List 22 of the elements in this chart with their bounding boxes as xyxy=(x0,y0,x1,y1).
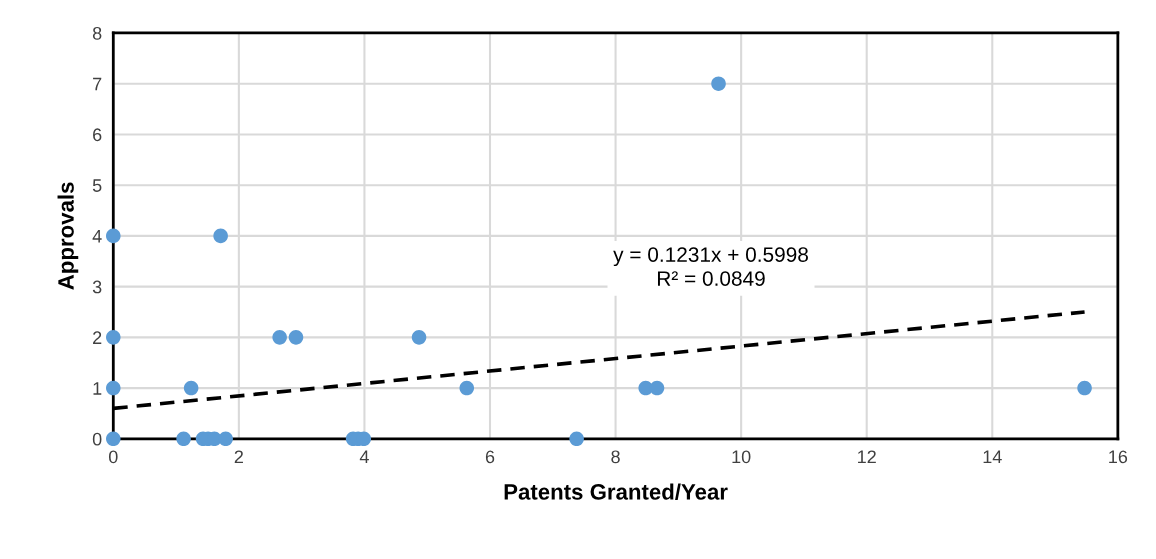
y-tick-label: 6 xyxy=(93,128,102,142)
x-tick-label: 8 xyxy=(611,450,620,464)
x-tick-label: 2 xyxy=(234,450,243,464)
x-axis-title: Patents Granted/Year xyxy=(504,483,728,500)
x-tick-label: 4 xyxy=(359,450,369,464)
annotation: R² = 0.0849 xyxy=(657,271,765,286)
y-tick-label: 3 xyxy=(92,280,102,294)
y-tick-label: 8 xyxy=(92,26,102,40)
y-tick-label: 1 xyxy=(93,382,102,395)
x-tick-label: 6 xyxy=(485,450,495,464)
y-tick-label: 4 xyxy=(92,230,102,243)
x-tick-label: 10 xyxy=(732,450,751,464)
x-tick-label: 14 xyxy=(983,450,1002,464)
y-tick-label: 5 xyxy=(92,179,102,192)
y-tick-label: 2 xyxy=(93,331,102,344)
y-axis-title: Approvals xyxy=(57,182,79,290)
annotation: y = 0.1231x + 0.5998 xyxy=(613,247,808,267)
y-tick-label: 7 xyxy=(93,77,102,91)
x-tick-label: 0 xyxy=(108,450,118,464)
x-tick-label: 12 xyxy=(858,450,876,464)
y-tick-label: 0 xyxy=(92,432,102,446)
x-tick-label: 16 xyxy=(1109,450,1128,464)
